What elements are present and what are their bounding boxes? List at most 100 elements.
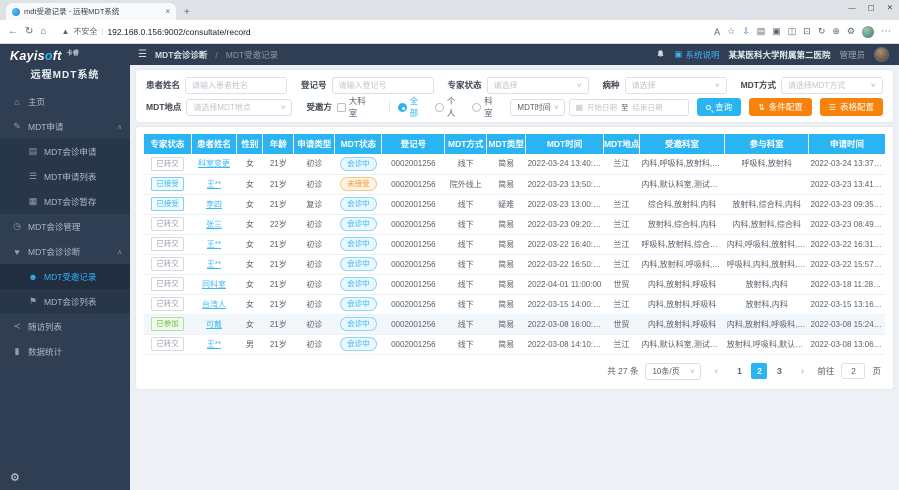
patient-name-link[interactable]: 可戴 [205,319,222,329]
extensions-icon[interactable]: ⊕ [832,26,840,36]
type-cell: 简易 [486,254,526,275]
split-screen-icon[interactable]: ◫ [787,26,797,36]
system-help-link[interactable]: ▣ 系统说明 [674,49,720,60]
big-dept-checkbox[interactable] [336,102,346,112]
gender-cell: 女 [236,294,263,315]
back-icon[interactable]: ← [8,26,18,37]
table-row[interactable]: 已转交 同科室女 21岁 初诊 会诊中 0002001256 线下 简易 2022-04-01 … [144,274,885,295]
downloads-icon[interactable]: ⇩ [742,26,750,36]
apply-cell: 初诊 [293,254,335,275]
prev-page-button[interactable]: ‹ [714,365,719,377]
heart-icon: ♥ [14,246,20,257]
patient-name-link[interactable]: 李四 [205,199,222,209]
browser-tab[interactable]: mdt受邀记录 - 远程MDT系统 × [6,3,176,20]
table-row[interactable]: 已转交 台湾人女 21岁 初诊 会诊中 0002001256 线下 简易 2022-03-15 … [144,294,885,315]
sidebar-item-home[interactable]: ⌂ 主页 [0,89,130,114]
sidebar-item-label: MDT会诊列表 [44,296,97,307]
clock-icon: ◷ [13,221,21,232]
patient-name-link[interactable]: 王** [206,239,222,249]
more-menu-icon[interactable]: ⋯ [881,26,891,37]
browser-profile-avatar[interactable] [862,25,874,38]
apply-cell: 初诊 [293,154,335,175]
expert-status-select[interactable]: 请选择 ∨ [486,76,589,94]
table-row[interactable]: 已转交 科室变更女 21岁 初诊 会诊中 0002001256 线下 简易 2022-03-24… [144,154,885,175]
sidebar-item-followup-list[interactable]: ≺ 随访列表 [0,314,130,339]
sidebar-item-mdt-diagnosis[interactable]: ♥ MDT会诊诊断 ∧ [0,239,130,264]
translate-icon[interactable]: A [714,26,721,37]
sidebar-item-mdt-consult-draft[interactable]: ▦ MDT会诊暂存 [0,189,130,215]
screenshot-icon[interactable]: ⊡ [803,26,811,36]
patient-name-link[interactable]: 台湾人 [201,299,226,309]
sidebar-item-mdt-invited-records[interactable]: ☻ MDT受邀记录 [0,264,130,290]
place-cell: 兰江 [603,294,640,315]
tab-close-icon[interactable]: × [165,7,170,16]
window-close-button[interactable]: ✕ [886,3,893,12]
mdt-mode-select[interactable]: 请选择MDT方式 ∨ [780,76,883,94]
table-row[interactable]: 已参加 可戴女 21岁 初诊 会诊中 0002001256 线下 简易 2022-03-08 1… [144,314,885,335]
favorites-star-icon[interactable]: ☆ [727,26,736,36]
page-number-2[interactable]: 2 [751,363,768,379]
sidebar-item-mdt-apply[interactable]: ✎ MDT申请 ∧ [0,114,130,139]
patient-name-link[interactable]: 王** [206,179,222,189]
table-row[interactable]: 已转交 王** 男 21岁 初诊 会诊中 0002001256 线下 简易 2022-03-08 … [144,334,885,355]
sidebar-item-mdt-apply-list[interactable]: ☰ MDT申请列表 [0,164,130,190]
patient-name-link[interactable]: 王** [206,339,222,349]
date-range-picker[interactable]: ▦ 开始日期 至 结束日期 [569,98,690,116]
age-cell: 21岁 [262,254,294,275]
table-row[interactable]: 已接受 王** 女 21岁 初诊 未接受 0002001256 院外线上 简易 2022-03-2… [144,174,885,195]
settings-icon[interactable]: ⚙ [846,26,855,36]
window-maximize-button[interactable]: ▢ [867,3,875,12]
settings-gear-icon[interactable]: ⚙ [10,472,20,484]
patient-name-link[interactable]: 王** [206,259,222,269]
collections-icon[interactable]: ▣ [772,26,781,36]
time-field-select[interactable]: MDT时间 ∨ [510,98,566,116]
table-config-button[interactable]: ☰ 表格配置 [819,98,883,116]
page-number-3[interactable]: 3 [777,366,782,376]
invited-radio-全部[interactable]: 全部 [397,95,426,119]
user-role[interactable]: 管理员 [839,49,865,60]
next-page-button[interactable]: › [800,365,805,377]
sidebar-collapse-icon[interactable]: ☰ [138,49,147,60]
invited-radio-科室[interactable]: 科室 [472,95,500,119]
refresh-sync-icon[interactable]: ↻ [817,26,826,36]
sidebar-item-mdt-consult-apply[interactable]: ▤ MDT会诊申请 [0,139,130,165]
table-row[interactable]: 已转交 王** 女 21岁 初诊 会诊中 0002001256 线下 简易 2022-03-22 … [144,254,885,275]
apply-cell: 初诊 [293,214,335,235]
favorites-bar-icon[interactable]: ▤ [756,26,766,36]
notification-bell-icon[interactable] [656,49,665,61]
reg-cell: 0002001256 [381,334,445,355]
patient-name-input[interactable]: 请输入患者姓名 [185,76,288,94]
home-icon[interactable]: ⌂ [40,26,47,37]
column-header: 登记号 [381,134,446,154]
age-cell: 21岁 [262,174,294,195]
patient-name-link[interactable]: 同科室 [201,279,226,289]
new-tab-button[interactable]: + [184,7,190,18]
register-no-input[interactable]: 请输入登记号 [331,76,434,94]
page-size-select[interactable]: 10条/页 ∨ [645,362,702,380]
place-cell: 兰江 [603,214,640,235]
patient-name-link[interactable]: 科室变更 [197,159,230,169]
sidebar-item-mdt-consult-list[interactable]: ⚑ MDT会诊列表 [0,289,130,315]
window-minimize-button[interactable]: — [848,3,856,12]
disease-select[interactable]: 请选择 ∨ [624,76,727,94]
sidebar-item-label: MDT申请 [28,121,64,132]
table-row[interactable]: 已转交 张三女 22岁 初诊 会诊中 0002001256 线下 简易 2022-03-23 0… [144,214,885,235]
table-row[interactable]: 已转交 王** 女 21岁 初诊 会诊中 0002001256 线下 简易 2022-03-22 … [144,234,885,255]
name-cell: 同科室 [191,274,237,295]
table-row[interactable]: 已接受 李四 女 21岁 复诊 会诊中 0002001256 线下 疑难 2022-03-23 1… [144,194,885,215]
search-button[interactable]: 查询 [697,98,742,116]
sidebar-item-mdt-manage[interactable]: ◷ MDT会诊管理 [0,214,130,239]
invited-radio-个人[interactable]: 个人 [434,95,463,119]
patient-name-link[interactable]: 张三 [205,219,222,229]
reg-cell: 0002001256 [381,174,445,195]
mdt-place-select[interactable]: 请选择MDT地点 ∨ [186,98,293,116]
sidebar-item-statistics[interactable]: ▮ 数据统计 [0,339,130,364]
applied-cell: 2022-03-18 11:28:25 [808,274,885,295]
sidebar-item-label: MDT会诊申请 [44,146,97,157]
condition-config-button[interactable]: ⇅ 条件配置 [749,98,812,116]
goto-page-input[interactable]: 2 [841,363,866,379]
url-box[interactable]: ▲ 不安全 | 192.168.0.156:9002/consultate/re… [53,23,708,40]
page-number-1[interactable]: 1 [737,366,742,376]
user-avatar[interactable] [874,47,889,62]
refresh-icon[interactable]: ↻ [25,26,34,37]
